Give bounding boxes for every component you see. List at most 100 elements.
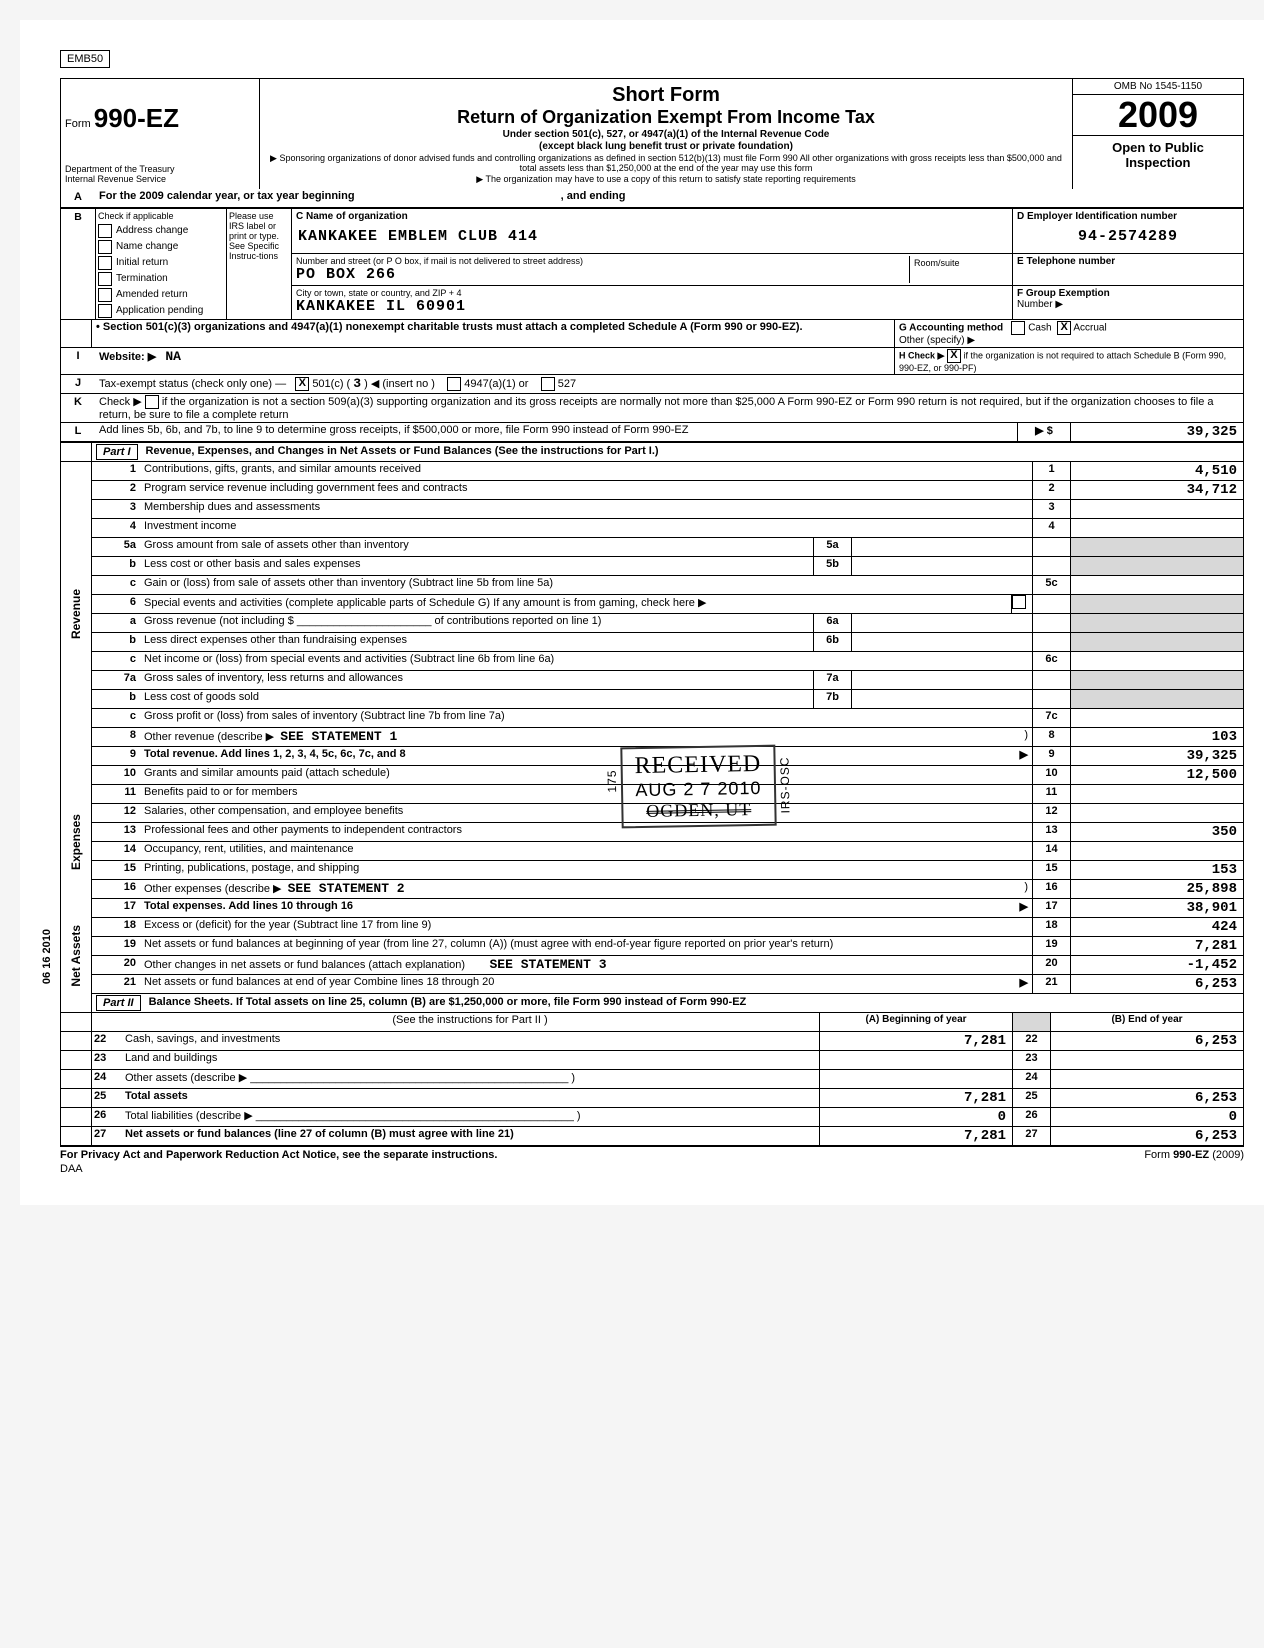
chk-h[interactable]: X — [947, 349, 961, 363]
form-header: Form 990-EZ Department of the Treasury I… — [60, 78, 1244, 189]
addr-label: Number and street (or P O box, if mail i… — [296, 256, 909, 266]
label-c: C Name of organization — [296, 211, 408, 222]
side-expenses: Expenses — [67, 810, 85, 874]
bal26-b: 0 — [1050, 1108, 1243, 1126]
chk-address[interactable] — [98, 224, 112, 238]
lbl-accrual: Accrual — [1073, 323, 1106, 334]
chk-name[interactable] — [98, 240, 112, 254]
line9-arrow: ▶ — [1020, 748, 1028, 761]
received-stamp: RECEIVED AUG 2 7 2010 OGDEN, UT 175 IRS-… — [620, 745, 776, 829]
chk-cash[interactable] — [1011, 321, 1025, 335]
line6b-desc: Less direct expenses other than fundrais… — [140, 633, 813, 651]
bal25-desc: Total assets — [125, 1090, 188, 1102]
chk-amended[interactable] — [98, 288, 112, 302]
line13-val: 350 — [1070, 823, 1243, 841]
bal23-desc: Land and buildings — [121, 1051, 819, 1069]
part2-instr: (See the instructions for Part II ) — [121, 1013, 819, 1031]
inspection: Inspection — [1075, 155, 1241, 170]
header-note1: ▶ Sponsoring organizations of donor advi… — [266, 153, 1066, 175]
line5c-desc: Gain or (loss) from sale of assets other… — [140, 576, 1032, 594]
stamp-175: 175 — [605, 769, 619, 792]
line1-desc: Contributions, gifts, grants, and simila… — [140, 462, 1032, 480]
side-revenue: Revenue — [67, 585, 85, 643]
line16-desc: Other expenses (describe ▶ — [144, 883, 281, 895]
lbl-amended: Amended return — [116, 289, 188, 300]
ein: 94-2574289 — [1017, 222, 1239, 251]
j-4947: 4947(a)(1) or — [464, 378, 528, 390]
sub-section: Under section 501(c), 527, or 4947(a)(1)… — [266, 129, 1066, 141]
chk-term[interactable] — [98, 272, 112, 286]
bal26-a: 0 — [819, 1108, 1012, 1126]
line18-desc: Excess or (deficit) for the year (Subtra… — [140, 918, 1032, 936]
dept-irs: Internal Revenue Service — [65, 175, 255, 185]
chk-initial[interactable] — [98, 256, 112, 270]
stamp-date: AUG 2 7 2010 — [635, 778, 762, 801]
line4-desc: Investment income — [140, 519, 1032, 537]
bal24-desc: Other assets (describe ▶ _______________… — [121, 1070, 819, 1088]
bal25-a: 7,281 — [819, 1089, 1012, 1107]
chk-k[interactable] — [145, 395, 159, 409]
part1-label: Part I — [96, 444, 138, 460]
line6-desc: Special events and activities (complete … — [140, 595, 1011, 613]
chk-527[interactable] — [541, 377, 555, 391]
side-date: 06 16 2010 — [41, 929, 53, 984]
line3-val — [1070, 500, 1243, 518]
l-val: 39,325 — [1070, 423, 1243, 441]
bal24-a — [819, 1070, 1012, 1088]
stamp-received: RECEIVED — [634, 751, 761, 780]
line5a-desc: Gross amount from sale of assets other t… — [140, 538, 813, 556]
lbl-name: Name change — [116, 241, 178, 252]
emb-code: EMB50 — [60, 50, 110, 68]
line16-val: 25,898 — [1070, 880, 1243, 898]
chk-501c[interactable]: X — [295, 377, 309, 391]
bal24-b — [1050, 1070, 1243, 1088]
k-text: if the organization is not a section 509… — [99, 396, 1214, 421]
bal25-b: 6,253 — [1050, 1089, 1243, 1107]
l-text: Add lines 5b, 6b, and 7b, to line 9 to d… — [95, 423, 1017, 441]
label-i: I — [61, 348, 95, 374]
website-label: Website: ▶ — [99, 351, 156, 363]
line7c-desc: Gross profit or (loss) from sales of inv… — [140, 709, 1032, 727]
line5c-val — [1070, 576, 1243, 594]
chk-4947[interactable] — [447, 377, 461, 391]
tax-year: 2009 — [1073, 95, 1243, 136]
bal23-b — [1050, 1051, 1243, 1069]
org-address: PO BOX 266 — [296, 266, 909, 283]
label-g: G Accounting method — [899, 323, 1003, 334]
line9-desc: Total revenue. Add lines 1, 2, 3, 4, 5c,… — [144, 748, 406, 760]
chk-gaming[interactable] — [1012, 595, 1026, 609]
lbl-address: Address change — [116, 225, 188, 236]
line20-stmt: SEE STATEMENT 3 — [489, 957, 606, 972]
label-h: H Check ▶ — [899, 350, 944, 360]
bal26-desc: Total liabilities (describe ▶ __________… — [121, 1108, 819, 1126]
line2-desc: Program service revenue including govern… — [140, 481, 1032, 499]
chk-pending[interactable] — [98, 304, 112, 318]
part2-title: Balance Sheets. If Total assets on line … — [145, 994, 1243, 1012]
j-527: 527 — [558, 378, 576, 390]
line16-paren: ) — [1024, 881, 1028, 893]
line20-desc: Other changes in net assets or fund bala… — [144, 959, 465, 971]
section-b-block: B Check if applicable Address change Nam… — [60, 208, 1244, 320]
j-insert: ) ◀ (insert no ) — [364, 378, 435, 390]
line17-desc: Total expenses. Add lines 10 through 16 — [144, 900, 353, 912]
l-arrow: ▶ $ — [1017, 423, 1070, 441]
line3-desc: Membership dues and assessments — [140, 500, 1032, 518]
room-suite: Room/suite — [909, 256, 1008, 283]
check-if-applicable: Check if applicable — [96, 209, 226, 223]
footer-left: For Privacy Act and Paperwork Reduction … — [60, 1149, 497, 1161]
line8-paren: ) — [1024, 729, 1028, 741]
line8-stmt: SEE STATEMENT 1 — [280, 729, 397, 744]
stamp-where: OGDEN, UT — [635, 799, 762, 822]
line8-desc: Other revenue (describe ▶ — [144, 731, 274, 743]
lbl-other-specify: Other (specify) ▶ — [899, 335, 975, 346]
line13-desc: Professional fees and other payments to … — [140, 823, 1032, 841]
part1-title: Revenue, Expenses, and Changes in Net As… — [142, 443, 1243, 461]
line6c-desc: Net income or (loss) from special events… — [140, 652, 1032, 670]
line14-desc: Occupancy, rent, utilities, and maintena… — [140, 842, 1032, 860]
line7c-val — [1070, 709, 1243, 727]
title-short-form: Short Form — [266, 83, 1066, 107]
chk-accrual[interactable]: X — [1057, 321, 1071, 335]
bal23-a — [819, 1051, 1012, 1069]
telephone — [1017, 267, 1239, 283]
colB-hdr: (B) End of year — [1050, 1013, 1243, 1031]
